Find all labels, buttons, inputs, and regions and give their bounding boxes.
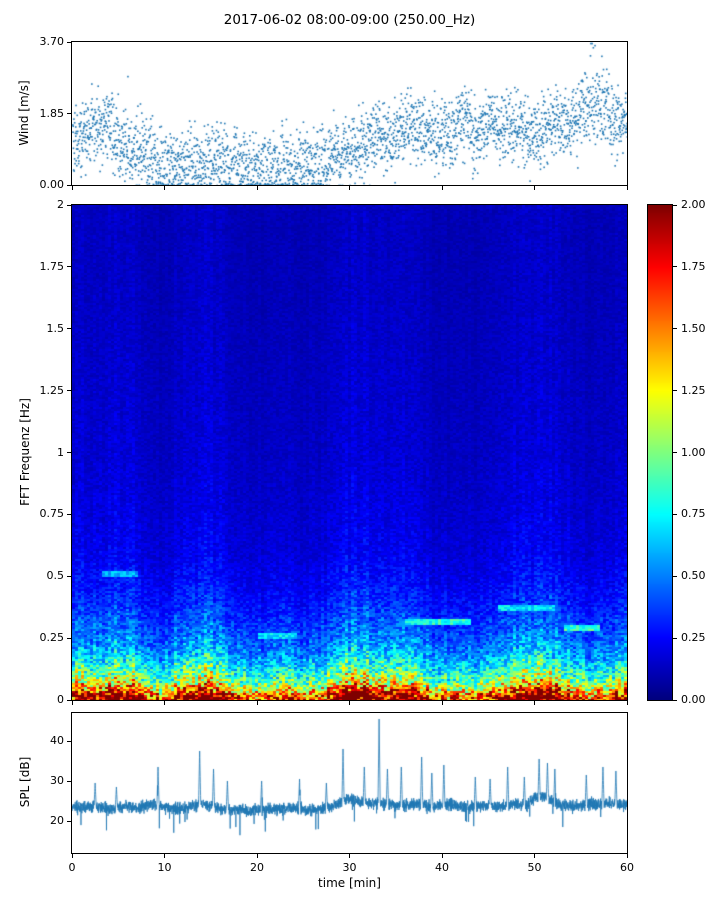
- colorbar-tick-mark: [673, 575, 677, 577]
- colorbar-tick-label: 0.00: [681, 693, 706, 706]
- x-tick-label: 40: [435, 861, 449, 874]
- colorbar-tick-mark: [673, 452, 677, 453]
- x-tick-mark: [626, 854, 628, 858]
- x-tick-mark: [164, 854, 165, 858]
- x-tick-mark: [441, 854, 443, 858]
- colorbar-tick-mark: [673, 266, 677, 268]
- y-tick-label: 1.5: [46, 321, 65, 335]
- x-tick-mark: [71, 854, 73, 858]
- x-tick-mark: [534, 186, 535, 190]
- wind-scatter-plot: [71, 41, 628, 186]
- x-tick-mark: [349, 186, 350, 190]
- spl-line-plot: [71, 712, 628, 854]
- y-tick-mark: [67, 699, 71, 701]
- colorbar-tick-mark: [673, 204, 677, 206]
- x-tick-mark: [256, 854, 258, 858]
- x-tick-label: 30: [342, 861, 357, 874]
- y-tick-label: 2: [57, 198, 64, 211]
- x-tick-label: 50: [527, 861, 542, 874]
- y-tick-label: 1.75: [39, 259, 65, 273]
- y-tick-label: 30: [50, 774, 64, 787]
- y-tick-label: 0.5: [46, 569, 65, 583]
- colorbar-tick-mark: [673, 699, 677, 701]
- spectrogram-canvas: [72, 205, 627, 700]
- x-tick-mark: [71, 701, 73, 705]
- x-tick-mark: [534, 701, 535, 705]
- y-tick-mark: [67, 41, 71, 43]
- x-tick-mark: [441, 186, 443, 190]
- y-tick-mark: [67, 452, 71, 453]
- colorbar-tick-label: 0.25: [681, 631, 706, 645]
- y-tick-mark: [67, 113, 71, 114]
- colorbar-tick-mark: [673, 390, 677, 392]
- y-tick-mark: [67, 266, 71, 268]
- y-tick-label: 1.85: [39, 106, 65, 120]
- colorbar-tick-label: 1.75: [681, 259, 706, 273]
- x-tick-mark: [164, 701, 165, 705]
- y-tick-label: 1: [57, 445, 64, 459]
- x-tick-mark: [534, 854, 535, 858]
- y-tick-label: 40: [50, 734, 64, 747]
- x-tick-mark: [256, 701, 258, 705]
- y-tick-mark: [67, 575, 71, 577]
- colorbar-tick-mark: [673, 637, 677, 639]
- y-tick-mark: [67, 820, 71, 822]
- x-axis-label: time [min]: [318, 876, 381, 890]
- y-tick-label: 0.25: [39, 631, 65, 645]
- colorbar-tick-label: 2.00: [681, 198, 706, 211]
- x-tick-mark: [164, 186, 165, 190]
- spectrogram-plot: [71, 204, 628, 701]
- y-tick-label: 1.25: [39, 383, 65, 397]
- colorbar-canvas: [648, 205, 672, 700]
- colorbar-tick-label: 1.00: [681, 445, 706, 459]
- x-tick-mark: [349, 701, 350, 705]
- spl-line-canvas: [72, 713, 627, 853]
- y-tick-label: 0.75: [39, 507, 65, 521]
- x-tick-mark: [349, 854, 350, 858]
- y-tick-mark: [67, 780, 71, 782]
- x-tick-mark: [71, 186, 73, 190]
- x-tick-mark: [626, 186, 628, 190]
- y-tick-mark: [67, 204, 71, 206]
- y-tick-mark: [67, 740, 71, 742]
- y-tick-label: 20: [50, 814, 64, 827]
- y-tick-mark: [67, 513, 71, 515]
- y-tick-mark: [67, 184, 71, 186]
- y-tick-label: 3.70: [39, 35, 65, 48]
- colorbar-tick-mark: [673, 513, 677, 515]
- colorbar-tick-label: 1.50: [681, 321, 706, 335]
- y-tick-mark: [67, 390, 71, 392]
- x-tick-mark: [441, 701, 443, 705]
- colorbar-tick-label: 1.25: [681, 383, 706, 397]
- x-tick-label: 60: [620, 861, 634, 874]
- y-tick-mark: [67, 328, 71, 330]
- colorbar: [647, 204, 673, 701]
- wind-scatter-canvas: [72, 42, 627, 185]
- figure-title: 2017-06-02 08:00-09:00 (250.00_Hz): [223, 12, 476, 28]
- y-tick-mark: [67, 637, 71, 639]
- colorbar-tick-label: 0.50: [681, 569, 706, 583]
- y-tick-label: 0: [57, 693, 64, 706]
- x-tick-mark: [626, 701, 628, 705]
- y-tick-label: 0.00: [39, 178, 65, 191]
- x-tick-label: 20: [250, 861, 264, 874]
- colorbar-tick-label: 0.75: [681, 507, 706, 521]
- x-tick-label: 0: [68, 861, 76, 874]
- x-tick-mark: [256, 186, 258, 190]
- colorbar-tick-mark: [673, 328, 677, 330]
- x-tick-label: 10: [157, 861, 172, 874]
